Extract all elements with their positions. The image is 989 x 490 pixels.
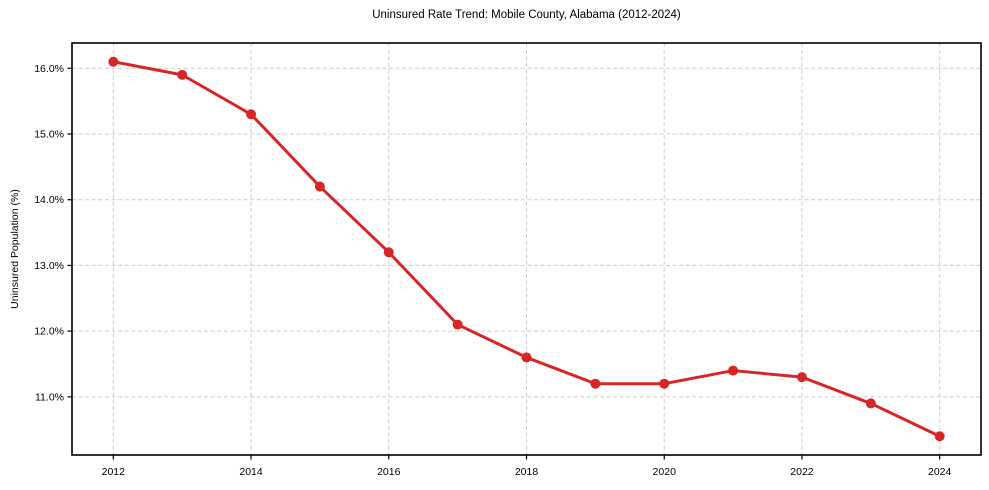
data-point-marker [796, 372, 807, 383]
data-point-marker [865, 398, 876, 409]
data-point-marker [108, 56, 119, 67]
plot-border [71, 42, 982, 456]
y-tick-label: 11.0% [35, 391, 64, 403]
x-tick-label: 2020 [653, 466, 677, 478]
chart-title: Uninsured Rate Trend: Mobile County, Ala… [372, 9, 681, 21]
data-point-marker [728, 365, 739, 376]
x-tick-label: 2014 [239, 466, 263, 478]
y-tick-label: 13.0% [34, 260, 64, 272]
data-point-marker [452, 319, 463, 330]
data-point-marker [314, 181, 325, 192]
y-tick-label: 15.0% [34, 129, 64, 141]
x-tick-label: 2016 [377, 466, 401, 478]
y-tick-label: 16.0% [34, 63, 64, 75]
x-tick-label: 2022 [790, 466, 814, 478]
x-tick-label: 2012 [102, 466, 126, 478]
data-point-marker [246, 109, 257, 120]
data-point-marker [521, 352, 532, 363]
y-tick-label: 12.0% [34, 326, 64, 338]
data-point-marker [659, 378, 670, 389]
y-tick-label: 14.0% [34, 194, 64, 206]
x-tick-label: 2018 [515, 466, 539, 478]
data-point-marker [934, 431, 945, 442]
x-tick-label: 2024 [928, 466, 952, 478]
data-point-marker [177, 69, 188, 80]
data-point-marker [590, 378, 601, 389]
data-point-marker [383, 247, 394, 258]
